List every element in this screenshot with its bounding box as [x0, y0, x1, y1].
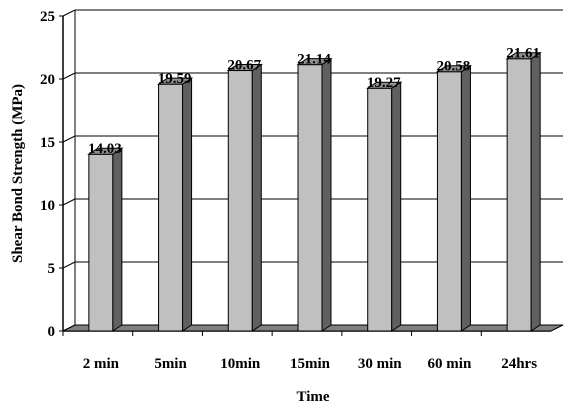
y-tick-label: 10	[40, 198, 55, 214]
bar-side	[251, 63, 262, 332]
bar	[367, 87, 393, 332]
data-label: 19.27	[367, 75, 401, 91]
y-tick-labels: 0 5 10 15 20 25	[40, 9, 55, 340]
x-tick-label: 2 min	[83, 356, 120, 372]
bar	[506, 58, 532, 332]
bars	[87, 51, 542, 332]
y-axis-title: Shear Bond Strength (MPa)	[10, 84, 26, 263]
bar	[88, 153, 114, 332]
bar	[436, 71, 462, 332]
gridline-depth	[62, 135, 76, 143]
bar-top	[435, 65, 473, 73]
gridline-depth	[62, 72, 76, 80]
bar-top	[87, 147, 124, 155]
bar-side	[112, 147, 123, 332]
y-tick-label: 0	[48, 324, 56, 340]
data-label: 21.14	[297, 52, 331, 68]
bar-top	[296, 58, 333, 66]
data-labels: 14.03 19.59 20.67 21.14 19.27 20.58 21.61	[88, 46, 540, 158]
bar-side	[460, 64, 471, 332]
x-tick-label: 60 min	[428, 356, 472, 372]
gridline-depth	[62, 198, 76, 206]
gridline-depth	[62, 9, 76, 17]
bar-top	[505, 52, 542, 60]
x-axis-title: Time	[296, 389, 329, 405]
data-label: 19.59	[158, 71, 192, 87]
gridline-depth	[62, 261, 76, 269]
bar-side	[321, 57, 332, 332]
bar	[297, 64, 323, 332]
bar-top	[226, 64, 263, 72]
x-tick-label: 5min	[154, 356, 187, 372]
y-tick-label: 5	[48, 261, 56, 277]
data-label: 20.58	[437, 59, 471, 75]
x-tick-labels: 2 min 5min 10min 15min 30 min 60 min 24hrs	[83, 356, 537, 372]
bar-top	[366, 81, 403, 89]
x-tick-label: 10min	[220, 356, 261, 372]
data-label: 21.61	[506, 46, 540, 62]
y-tick-label: 15	[40, 135, 55, 151]
y-tick-label: 25	[40, 9, 55, 25]
data-label: 14.03	[88, 141, 122, 157]
x-tick-label: 15min	[290, 356, 331, 372]
bar-side	[391, 81, 402, 332]
bar	[158, 83, 184, 332]
x-tick-label: 24hrs	[501, 356, 537, 372]
data-label: 20.67	[227, 58, 261, 74]
bar-side	[182, 77, 193, 332]
bar	[227, 70, 253, 332]
y-tick-label: 20	[40, 72, 55, 88]
bar-side	[530, 51, 541, 332]
bar-top	[156, 77, 194, 85]
x-tick-label: 30 min	[358, 356, 402, 372]
